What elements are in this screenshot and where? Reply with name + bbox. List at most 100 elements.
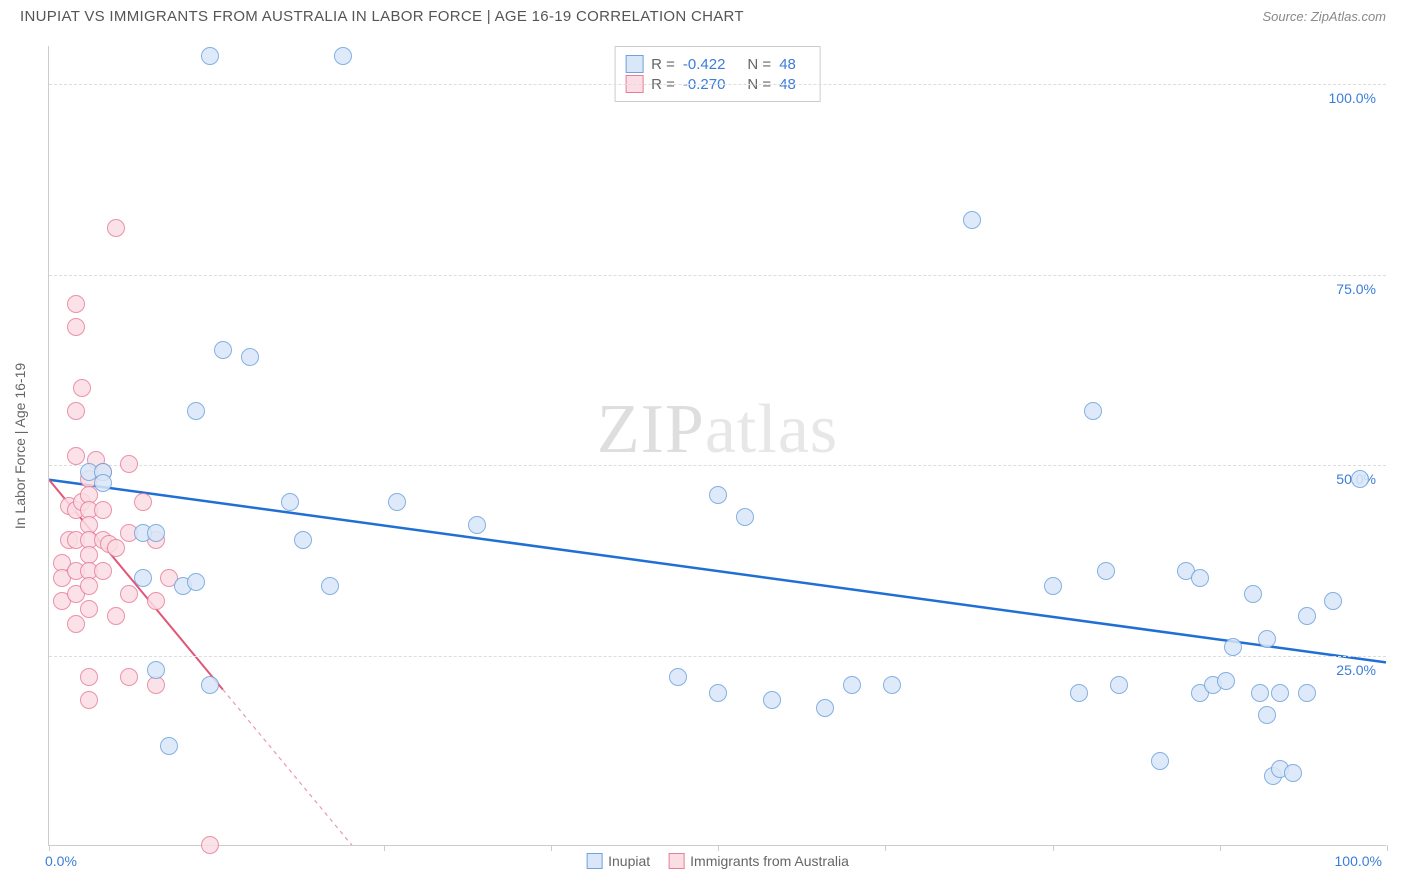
data-point (1244, 585, 1262, 603)
data-point (388, 493, 406, 511)
data-point (1258, 706, 1276, 724)
legend-correlation: R =-0.422N =48R =-0.270N =48 (614, 46, 821, 102)
x-tick (384, 845, 385, 851)
legend-row: R = -0.422 N = 48 (625, 55, 810, 73)
data-point (67, 295, 85, 313)
data-point (73, 379, 91, 397)
gridline (49, 275, 1386, 276)
legend-r-value: -0.422 (683, 56, 726, 73)
x-tick (718, 845, 719, 851)
data-point (80, 668, 98, 686)
data-point (334, 47, 352, 65)
legend-swatch (586, 853, 602, 869)
data-point (107, 607, 125, 625)
data-point (1044, 577, 1062, 595)
data-point (963, 211, 981, 229)
data-point (709, 684, 727, 702)
data-point (1224, 638, 1242, 656)
data-point (201, 836, 219, 854)
data-point (1284, 764, 1302, 782)
data-point (94, 562, 112, 580)
data-point (94, 474, 112, 492)
x-tick (49, 845, 50, 851)
data-point (120, 668, 138, 686)
data-point (1217, 672, 1235, 690)
data-point (120, 455, 138, 473)
data-point (67, 615, 85, 633)
data-point (241, 348, 259, 366)
data-point (294, 531, 312, 549)
legend-r-label: R = (651, 56, 675, 73)
legend-item: Immigrants from Australia (668, 853, 849, 869)
data-point (1110, 676, 1128, 694)
data-point (120, 585, 138, 603)
chart-title: INUPIAT VS IMMIGRANTS FROM AUSTRALIA IN … (20, 8, 744, 25)
data-point (67, 402, 85, 420)
legend-label: Immigrants from Australia (690, 853, 849, 869)
data-point (736, 508, 754, 526)
trend-lines (49, 46, 1386, 845)
data-point (1191, 569, 1209, 587)
data-point (107, 219, 125, 237)
data-point (67, 447, 85, 465)
data-point (134, 493, 152, 511)
data-point (201, 676, 219, 694)
gridline (49, 656, 1386, 657)
legend-n-label: N = (747, 56, 771, 73)
data-point (321, 577, 339, 595)
y-tick-label: 100.0% (1329, 90, 1376, 106)
data-point (1097, 562, 1115, 580)
data-point (1324, 592, 1342, 610)
data-point (709, 486, 727, 504)
data-point (1258, 630, 1276, 648)
x-tick (1220, 845, 1221, 851)
legend-label: Inupiat (608, 853, 650, 869)
x-tick (1053, 845, 1054, 851)
data-point (160, 737, 178, 755)
data-point (1298, 607, 1316, 625)
y-axis-label: In Labor Force | Age 16-19 (12, 363, 28, 529)
watermark: ZIPatlas (597, 390, 838, 470)
data-point (147, 524, 165, 542)
y-tick-label: 75.0% (1336, 281, 1376, 297)
legend-swatch (668, 853, 684, 869)
x-tick (1387, 845, 1388, 851)
data-point (147, 592, 165, 610)
data-point (94, 501, 112, 519)
gridline (49, 84, 1386, 85)
x-tick (885, 845, 886, 851)
x-axis-max-label: 100.0% (1335, 853, 1382, 869)
legend-n-value: 48 (779, 56, 796, 73)
data-point (80, 577, 98, 595)
data-point (1070, 684, 1088, 702)
data-point (1351, 470, 1369, 488)
data-point (201, 47, 219, 65)
legend-swatch (625, 55, 643, 73)
data-point (187, 402, 205, 420)
legend-series: Inupiat Immigrants from Australia (586, 853, 849, 869)
data-point (1084, 402, 1102, 420)
data-point (214, 341, 232, 359)
data-point (669, 668, 687, 686)
data-point (843, 676, 861, 694)
gridline (49, 465, 1386, 466)
data-point (763, 691, 781, 709)
data-point (468, 516, 486, 534)
data-point (147, 661, 165, 679)
data-point (816, 699, 834, 717)
data-point (1151, 752, 1169, 770)
data-point (1251, 684, 1269, 702)
data-point (883, 676, 901, 694)
data-point (281, 493, 299, 511)
source-label: Source: ZipAtlas.com (1262, 9, 1386, 24)
data-point (67, 318, 85, 336)
data-point (134, 569, 152, 587)
data-point (80, 600, 98, 618)
data-point (1271, 684, 1289, 702)
data-point (1298, 684, 1316, 702)
data-point (187, 573, 205, 591)
data-point (107, 539, 125, 557)
y-tick-label: 25.0% (1336, 662, 1376, 678)
legend-item: Inupiat (586, 853, 650, 869)
chart-area: ZIPatlas R =-0.422N =48R =-0.270N =48 0.… (48, 46, 1386, 846)
